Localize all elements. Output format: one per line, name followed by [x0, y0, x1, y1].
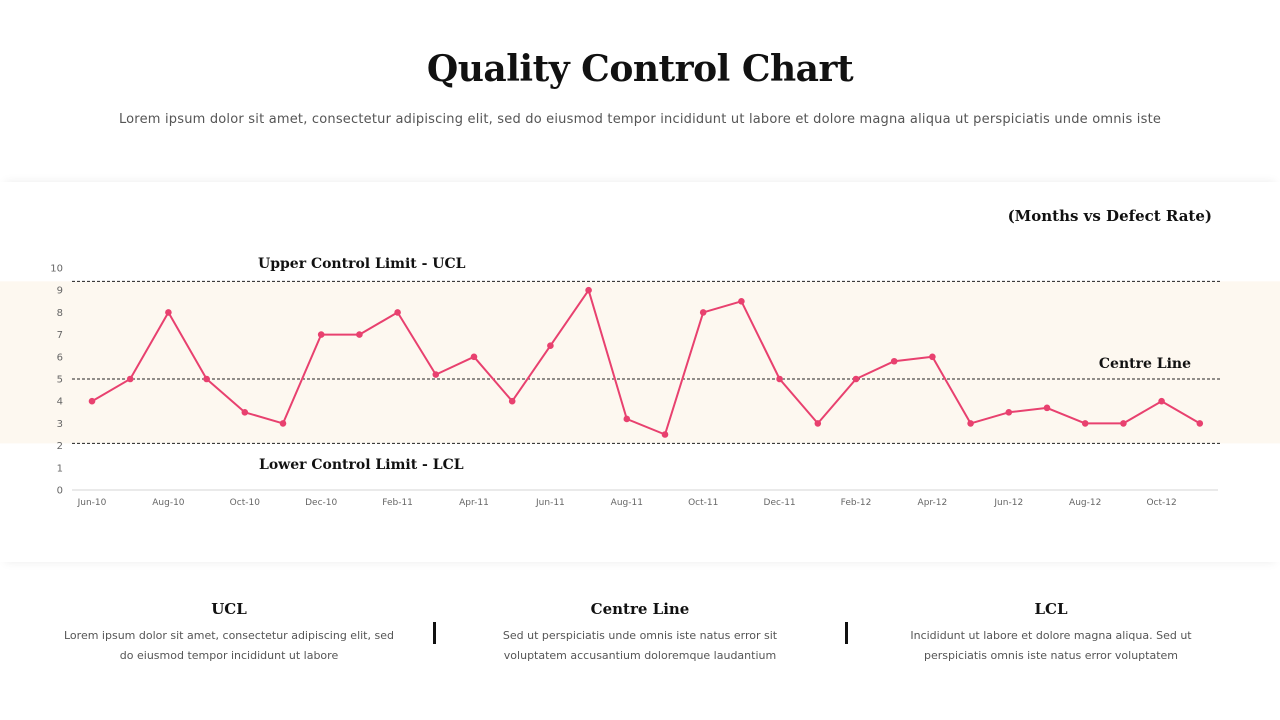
control-chart: 0 1 2 3 4 5 6 7 8 9 10 Jun-10 Aug-10 Oct-10 Dec-10 Feb-… [0, 207, 1280, 508]
x-tick-label: Oct-12 [1146, 498, 1176, 508]
data-point [470, 353, 478, 361]
data-point [776, 375, 783, 383]
y-tick-label: 8 [57, 308, 63, 319]
lcl-annotation: Lower Control Limit - LCL [259, 457, 464, 473]
data-point [1120, 420, 1127, 427]
data-point [929, 353, 936, 361]
data-point [126, 375, 134, 383]
y-tick-label: 6 [57, 352, 63, 363]
data-point [852, 375, 860, 383]
x-tick-label: Feb-11 [382, 498, 413, 508]
chart-subtitle: (Months vs Defect Rate) [1008, 207, 1212, 225]
data-point [1196, 420, 1204, 427]
data-point [699, 309, 707, 316]
data-point [279, 420, 287, 427]
x-tick-label: Aug-10 [152, 498, 185, 508]
x-tick-label: Jun-12 [993, 498, 1023, 508]
data-point [890, 357, 898, 365]
data-point [1005, 409, 1013, 416]
data-point [508, 397, 516, 405]
x-tick-label: Aug-12 [1069, 498, 1101, 508]
x-tick-label: Jun-10 [77, 498, 107, 508]
footer-legend: UCL Lorem ipsum dolor sit amet, consecte… [0, 596, 1280, 686]
x-tick-label: Aug-11 [611, 498, 643, 508]
centre-line-annotation: Centre Line [1099, 356, 1191, 372]
x-tick-label: Dec-10 [305, 498, 337, 508]
lcl-description: Incididunt ut labore et dolore magna ali… [910, 629, 1192, 662]
data-point [241, 409, 249, 416]
y-tick-label: 1 [57, 463, 63, 474]
y-tick-label: 10 [50, 264, 63, 275]
ucl-description: Lorem ipsum dolor sit amet, consectetur … [64, 629, 394, 662]
data-point [967, 420, 974, 427]
y-tick-label: 7 [57, 330, 63, 341]
x-tick-label: Oct-11 [688, 498, 718, 508]
x-tick-label: Feb-12 [841, 498, 872, 508]
data-point [738, 298, 745, 305]
centre-line-column: Centre Line Sed ut perspiciatis unde omn… [475, 596, 805, 666]
y-tick-label: 0 [57, 486, 63, 497]
data-point [165, 309, 172, 316]
column-divider [845, 622, 848, 644]
lcl-title: LCL [1034, 600, 1068, 618]
y-tick-label: 2 [57, 441, 63, 452]
data-point [1043, 404, 1051, 412]
data-point [317, 331, 325, 338]
ucl-column: UCL Lorem ipsum dolor sit amet, consecte… [64, 596, 394, 666]
data-point [394, 309, 401, 316]
x-tick-label: Oct-10 [230, 498, 261, 508]
centre-line-title: Centre Line [590, 600, 690, 618]
data-point [1158, 397, 1165, 405]
defect-rate-line [91, 289, 1201, 436]
data-point [356, 331, 363, 338]
data-point [661, 431, 669, 438]
y-tick-label: 4 [57, 397, 63, 408]
centre-line-description: Sed ut perspiciatis unde omnis iste natu… [502, 629, 778, 662]
data-point [203, 375, 210, 383]
x-tick-label: Dec-11 [764, 498, 796, 508]
data-point [814, 420, 822, 427]
control-band [0, 281, 1280, 444]
page-title: Quality Control Chart [426, 48, 854, 90]
data-point [432, 371, 440, 378]
data-point [547, 342, 554, 349]
data-point [585, 286, 592, 294]
y-tick-label: 3 [57, 419, 63, 430]
data-point [623, 415, 631, 423]
ucl-annotation: Upper Control Limit - UCL [258, 256, 466, 272]
y-tick-label: 9 [57, 286, 63, 297]
x-tick-label: Apr-11 [459, 498, 489, 508]
column-divider [433, 622, 436, 644]
ucl-title: UCL [211, 600, 247, 618]
lcl-column: LCL Incididunt ut labore et dolore magna… [886, 596, 1216, 666]
x-tick-label: Apr-12 [918, 498, 948, 508]
page-subtitle: Lorem ipsum dolor sit amet, consectetur … [118, 112, 1162, 127]
data-point [1081, 420, 1089, 427]
y-tick-label: 5 [57, 375, 63, 386]
x-tick-label: Jun-11 [535, 498, 565, 508]
data-point [88, 397, 96, 405]
